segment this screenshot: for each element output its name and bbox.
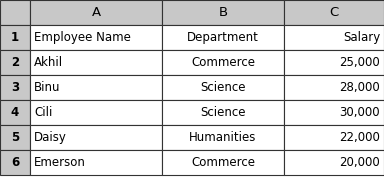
Bar (0, 125, 30, 150)
Text: Commerce: Commerce (191, 156, 255, 169)
Bar (30, 75, 162, 100)
Text: 3: 3 (11, 81, 19, 94)
Bar (284, 100, 384, 125)
Text: 2: 2 (11, 56, 19, 69)
Text: Science: Science (200, 81, 246, 94)
Text: Cili: Cili (34, 106, 52, 119)
Bar (30, 125, 162, 150)
Bar (284, 0, 384, 25)
Bar (0, 50, 30, 75)
Text: Emerson: Emerson (34, 156, 86, 169)
Text: 5: 5 (11, 131, 19, 144)
Text: 4: 4 (11, 106, 19, 119)
Bar (284, 75, 384, 100)
Text: 25,000: 25,000 (339, 56, 380, 69)
Text: B: B (218, 6, 228, 19)
Bar (0, 150, 30, 175)
Bar (30, 50, 162, 75)
Text: 6: 6 (11, 156, 19, 169)
Bar (0, 100, 30, 125)
Text: 22,000: 22,000 (339, 131, 380, 144)
Text: 1: 1 (11, 31, 19, 44)
Bar (162, 75, 284, 100)
Text: Binu: Binu (34, 81, 61, 94)
Text: Employee Name: Employee Name (34, 31, 131, 44)
Bar (284, 125, 384, 150)
Bar (0, 75, 30, 100)
Bar (162, 0, 284, 25)
Text: C: C (329, 6, 339, 19)
Text: Salary: Salary (343, 31, 380, 44)
Text: A: A (91, 6, 101, 19)
Bar (0, 0, 30, 25)
Text: Commerce: Commerce (191, 56, 255, 69)
Text: Daisy: Daisy (34, 131, 67, 144)
Bar (0, 25, 30, 50)
Bar (30, 0, 162, 25)
Text: 30,000: 30,000 (339, 106, 380, 119)
Bar (30, 25, 162, 50)
Bar (284, 25, 384, 50)
Bar (284, 150, 384, 175)
Bar (30, 100, 162, 125)
Bar (284, 50, 384, 75)
Text: Department: Department (187, 31, 259, 44)
Text: Akhil: Akhil (34, 56, 63, 69)
Bar (162, 50, 284, 75)
Bar (162, 25, 284, 50)
Bar (0, 175, 384, 184)
Bar (162, 150, 284, 175)
Bar (30, 150, 162, 175)
Bar (162, 100, 284, 125)
Bar (162, 125, 284, 150)
Text: 20,000: 20,000 (339, 156, 380, 169)
Text: Science: Science (200, 106, 246, 119)
Text: Humanities: Humanities (189, 131, 257, 144)
Text: 28,000: 28,000 (339, 81, 380, 94)
